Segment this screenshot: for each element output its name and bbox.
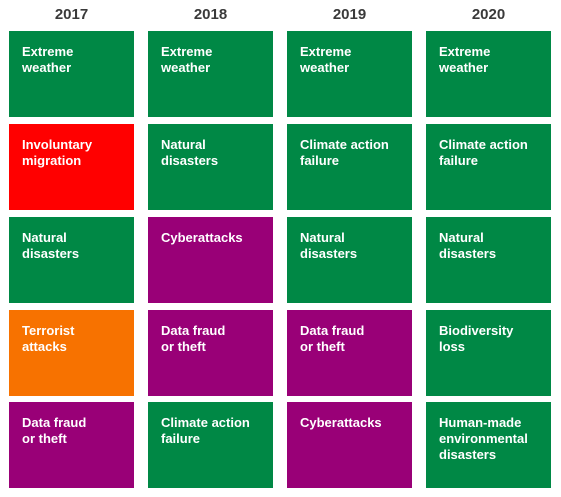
risk-tile-2018-3: Cyberattacks (148, 217, 273, 303)
risk-tile-2020-2: Climate action failure (426, 124, 551, 210)
risk-tile-2020-1: Extreme weather (426, 31, 551, 117)
risk-tile-2018-5: Climate action failure (148, 402, 273, 488)
risk-tile-2017-1: Extreme weather (9, 31, 134, 117)
risk-tile-2020-5: Human-made environmental disasters (426, 402, 551, 488)
risk-tile-2019-5: Cyberattacks (287, 402, 412, 488)
year-header-2020: 2020 (471, 6, 506, 23)
risk-tile-2019-4: Data fraud or theft (287, 310, 412, 396)
year-header-2018: 2018 (193, 6, 228, 23)
risk-tile-2017-5: Data fraud or theft (9, 402, 134, 488)
year-header-2017: 2017 (54, 6, 89, 23)
risk-tile-2019-1: Extreme weather (287, 31, 412, 117)
risk-tile-2017-3: Natural disasters (9, 217, 134, 303)
risk-tile-2017-2: Involuntary migration (9, 124, 134, 210)
risk-tile-2020-3: Natural disasters (426, 217, 551, 303)
year-header-2019: 2019 (332, 6, 367, 23)
risk-tile-2018-1: Extreme weather (148, 31, 273, 117)
risk-tile-2018-4: Data fraud or theft (148, 310, 273, 396)
risk-tile-2017-4: Terrorist attacks (9, 310, 134, 396)
risk-tile-2020-4: Biodiversity loss (426, 310, 551, 396)
risk-tile-2019-2: Climate action failure (287, 124, 412, 210)
risk-tile-2018-2: Natural disasters (148, 124, 273, 210)
risk-tile-2019-3: Natural disasters (287, 217, 412, 303)
